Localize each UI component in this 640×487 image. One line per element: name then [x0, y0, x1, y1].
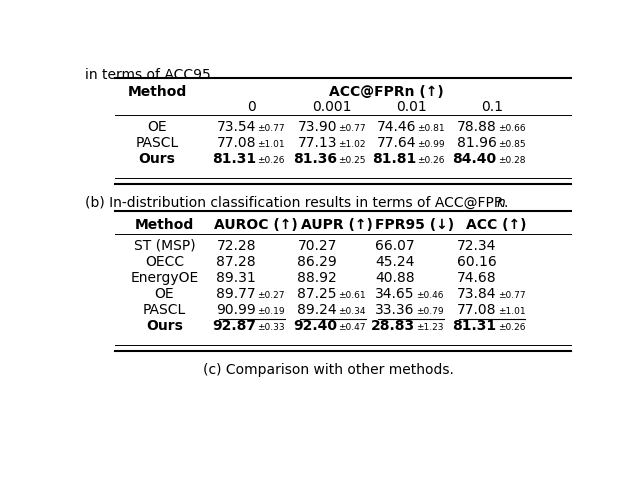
Text: 73.90: 73.90 [298, 120, 337, 134]
Text: 0: 0 [247, 99, 255, 113]
Text: ±0.79: ±0.79 [416, 307, 444, 316]
Text: 84.40: 84.40 [452, 152, 497, 167]
Text: 74.46: 74.46 [377, 120, 416, 134]
Text: Ours: Ours [146, 319, 183, 333]
Text: 73.84: 73.84 [457, 287, 497, 301]
Text: 77.64: 77.64 [377, 136, 416, 150]
Text: 87.25: 87.25 [298, 287, 337, 301]
Text: ±0.85: ±0.85 [498, 140, 525, 150]
Text: 90.99: 90.99 [216, 303, 256, 317]
Text: 81.36: 81.36 [293, 152, 337, 167]
Text: ST (MSP): ST (MSP) [134, 239, 195, 253]
Text: ±0.27: ±0.27 [257, 291, 285, 300]
Text: 81.81: 81.81 [372, 152, 416, 167]
Text: ±0.25: ±0.25 [338, 156, 365, 166]
Text: 78.88: 78.88 [457, 120, 497, 134]
Text: FPR95 (↓): FPR95 (↓) [375, 218, 454, 232]
Text: 81.96: 81.96 [457, 136, 497, 150]
Text: ±0.81: ±0.81 [417, 124, 445, 133]
Text: (c) Comparison with other methods.: (c) Comparison with other methods. [203, 363, 453, 377]
Text: AUROC (↑): AUROC (↑) [214, 218, 298, 232]
Text: 33.36: 33.36 [375, 303, 415, 317]
Text: 0.001: 0.001 [312, 99, 352, 113]
Text: 66.07: 66.07 [375, 239, 415, 253]
Text: 70.27: 70.27 [298, 239, 337, 253]
Text: ±0.46: ±0.46 [416, 291, 444, 300]
Text: 89.77: 89.77 [216, 287, 256, 301]
Text: ACC (↑): ACC (↑) [467, 218, 527, 232]
Text: 45.24: 45.24 [376, 255, 415, 269]
Text: OECC: OECC [145, 255, 184, 269]
Text: 92.40: 92.40 [293, 319, 337, 333]
Text: 81.31: 81.31 [212, 152, 256, 167]
Text: ±0.77: ±0.77 [498, 291, 525, 300]
Text: ±0.19: ±0.19 [257, 307, 285, 316]
Text: 72.34: 72.34 [457, 239, 497, 253]
Text: 0.01: 0.01 [396, 99, 427, 113]
Text: 87.28: 87.28 [216, 255, 256, 269]
Text: EnergyOE: EnergyOE [130, 271, 198, 285]
Text: (b) In-distribution classification results in terms of ACC@FPR: (b) In-distribution classification resul… [85, 196, 504, 210]
Text: ±0.28: ±0.28 [498, 156, 525, 166]
Text: PASCL: PASCL [135, 136, 179, 150]
Text: n: n [496, 196, 505, 210]
Text: OE: OE [154, 287, 174, 301]
Text: ±1.23: ±1.23 [416, 323, 444, 332]
Text: ±0.26: ±0.26 [417, 156, 445, 166]
Text: AUPR (↑): AUPR (↑) [301, 218, 373, 232]
Text: Method: Method [134, 218, 194, 232]
Text: ±0.66: ±0.66 [498, 124, 525, 133]
Text: in terms of ACC95.: in terms of ACC95. [85, 68, 215, 82]
Text: 28.83: 28.83 [371, 319, 415, 333]
Text: ±0.33: ±0.33 [257, 323, 285, 332]
Text: 60.16: 60.16 [457, 255, 497, 269]
Text: 89.24: 89.24 [298, 303, 337, 317]
Text: ±1.02: ±1.02 [338, 140, 365, 150]
Text: Ours: Ours [138, 152, 175, 167]
Text: ±0.61: ±0.61 [338, 291, 365, 300]
Text: 86.29: 86.29 [297, 255, 337, 269]
Text: PASCL: PASCL [143, 303, 186, 317]
Text: ACC@FPRn (↑): ACC@FPRn (↑) [329, 85, 444, 99]
Text: OE: OE [147, 120, 166, 134]
Text: 77.13: 77.13 [298, 136, 337, 150]
Text: ±0.77: ±0.77 [257, 124, 285, 133]
Text: 89.31: 89.31 [216, 271, 256, 285]
Text: .: . [503, 196, 508, 210]
Text: ±0.99: ±0.99 [417, 140, 445, 150]
Text: ±1.01: ±1.01 [498, 307, 525, 316]
Text: 92.87: 92.87 [212, 319, 256, 333]
Text: ±0.26: ±0.26 [257, 156, 285, 166]
Text: Method: Method [127, 85, 186, 99]
Text: 34.65: 34.65 [375, 287, 415, 301]
Text: ±0.34: ±0.34 [338, 307, 365, 316]
Text: ±0.47: ±0.47 [338, 323, 365, 332]
Text: 77.08: 77.08 [216, 136, 256, 150]
Text: 72.28: 72.28 [216, 239, 256, 253]
Text: ±1.01: ±1.01 [257, 140, 285, 150]
Text: 74.68: 74.68 [457, 271, 497, 285]
Text: 88.92: 88.92 [297, 271, 337, 285]
Text: 0.1: 0.1 [481, 99, 502, 113]
Text: ±0.26: ±0.26 [498, 323, 525, 332]
Text: 40.88: 40.88 [375, 271, 415, 285]
Text: ±0.77: ±0.77 [338, 124, 365, 133]
Text: 73.54: 73.54 [217, 120, 256, 134]
Text: 81.31: 81.31 [452, 319, 497, 333]
Text: 77.08: 77.08 [457, 303, 497, 317]
